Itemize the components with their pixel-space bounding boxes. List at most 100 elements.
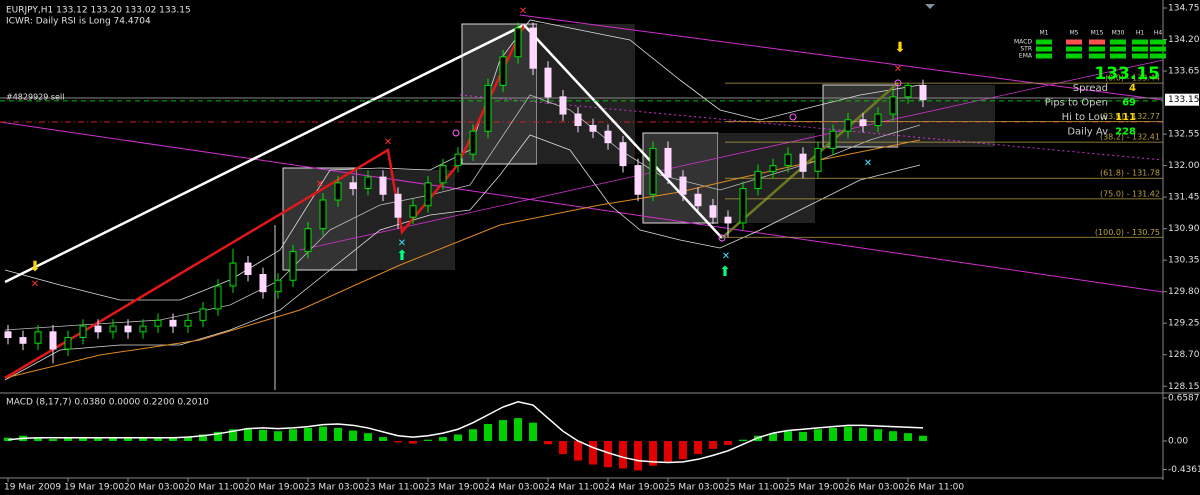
- mtf-header: M5: [1070, 30, 1079, 37]
- candle-body: [724, 216, 732, 224]
- signal-cell: [1150, 39, 1166, 45]
- order-label: #4829929 sell: [6, 92, 64, 101]
- candle-body: [289, 251, 297, 281]
- arrow-marker: ⬆: [396, 248, 408, 264]
- box: [537, 24, 635, 164]
- histogram-bar: [529, 422, 537, 441]
- candle-body: [604, 130, 612, 144]
- box: [898, 85, 995, 147]
- histogram-bar: [769, 433, 777, 441]
- histogram-bar: [919, 435, 927, 441]
- info-label: Pips to Open: [1045, 98, 1108, 109]
- y-tick-label: 131.45: [1168, 193, 1200, 203]
- candle-body: [874, 113, 882, 127]
- x-tick-label: 20 Mar 11:00: [184, 483, 244, 493]
- histogram-bar: [619, 440, 627, 469]
- candle-body: [454, 153, 462, 167]
- signal-cell: [1089, 39, 1105, 45]
- candle-body: [34, 331, 42, 344]
- histogram-bar: [844, 426, 852, 441]
- histogram-bar: [334, 427, 342, 441]
- candle-body: [169, 319, 177, 327]
- x-tick-label: 23 Mar 11:00: [364, 483, 424, 493]
- histogram-bar: [739, 439, 747, 441]
- histogram-bar: [319, 426, 327, 441]
- candle-body: [739, 188, 747, 224]
- histogram-bar: [904, 433, 912, 441]
- x-tick-label: 20 Mar 03:00: [124, 483, 184, 493]
- histogram-bar: [874, 429, 882, 441]
- histogram-bar: [124, 437, 132, 441]
- candle-body: [124, 325, 132, 333]
- y-tick-label: -0.4361: [1168, 465, 1200, 475]
- histogram-bar: [709, 440, 717, 449]
- y-tick-label: 0.6587: [1168, 393, 1200, 403]
- candle-body: [694, 193, 702, 207]
- signal-cell: [1089, 53, 1105, 59]
- x-tick-label: 26 Mar 03:00: [844, 483, 904, 493]
- candle-body: [274, 279, 282, 293]
- x-tick-label: 23 Mar 03:00: [304, 483, 364, 493]
- candle-body: [19, 337, 27, 344]
- x-tick-label: 24 Mar 11:00: [544, 483, 604, 493]
- info-value: 111: [1115, 112, 1136, 123]
- candle-body: [529, 27, 537, 69]
- signal-cell: [1132, 53, 1148, 59]
- candle-body: [139, 325, 147, 333]
- signal-cell: [1036, 39, 1052, 45]
- candle-body: [754, 170, 762, 190]
- signal-cell: [1066, 39, 1082, 45]
- histogram-bar: [79, 437, 87, 441]
- y-tick-label: 130.35: [1168, 256, 1200, 266]
- histogram-bar: [559, 440, 567, 455]
- histogram-bar: [304, 427, 312, 441]
- candle-body: [259, 274, 267, 293]
- candle-body: [634, 165, 642, 195]
- y-tick-label: 134.75: [1168, 4, 1200, 14]
- mtf-header: H1: [1136, 30, 1145, 37]
- histogram-bar: [34, 437, 42, 441]
- candle-body: [769, 165, 777, 172]
- candle-body: [784, 153, 792, 167]
- candle-body: [859, 119, 867, 127]
- histogram-bar: [859, 427, 867, 441]
- arrow-marker: ⬇: [29, 259, 41, 275]
- x-marker: ✕: [398, 238, 406, 249]
- candle-body: [394, 193, 402, 218]
- candle-body: [64, 337, 72, 350]
- histogram-bar: [694, 440, 702, 455]
- y-tick-label: 128.15: [1168, 382, 1200, 392]
- zigzag: [523, 24, 723, 239]
- histogram-bar: [469, 429, 477, 441]
- histogram-bar: [484, 424, 492, 441]
- fib-label: (0.0) - 133.44: [1105, 74, 1160, 83]
- histogram-bar: [169, 437, 177, 441]
- candle-body: [109, 325, 117, 333]
- x-tick-label: 20 Mar 19:00: [244, 483, 304, 493]
- info-value: 69: [1122, 98, 1136, 109]
- histogram-bar: [724, 440, 732, 445]
- y-tick-label: 129.80: [1168, 287, 1200, 297]
- candle-body: [829, 130, 837, 149]
- histogram-bar: [214, 431, 222, 441]
- circle-marker: [789, 113, 797, 121]
- candle-body: [199, 308, 207, 321]
- candle-body: [484, 84, 492, 132]
- histogram-bar: [784, 431, 792, 441]
- candle-body: [499, 56, 507, 86]
- histogram-bar: [244, 427, 252, 441]
- trend-line: [519, 14, 1164, 101]
- candle-body: [379, 176, 387, 195]
- candle-body: [319, 199, 327, 230]
- x-marker: ✕: [722, 251, 730, 262]
- candle-body: [664, 147, 672, 178]
- info-value: 4: [1129, 83, 1136, 94]
- y-tick-label: 129.25: [1168, 319, 1200, 329]
- x-tick-label: 26 Mar 11:00: [904, 483, 964, 493]
- shift-marker: [925, 4, 935, 9]
- arrow-marker: ⬇: [894, 40, 906, 56]
- fib-label: (23.6) - 132.77: [1100, 112, 1160, 121]
- candle-body: [79, 325, 87, 339]
- histogram-bar: [184, 436, 192, 441]
